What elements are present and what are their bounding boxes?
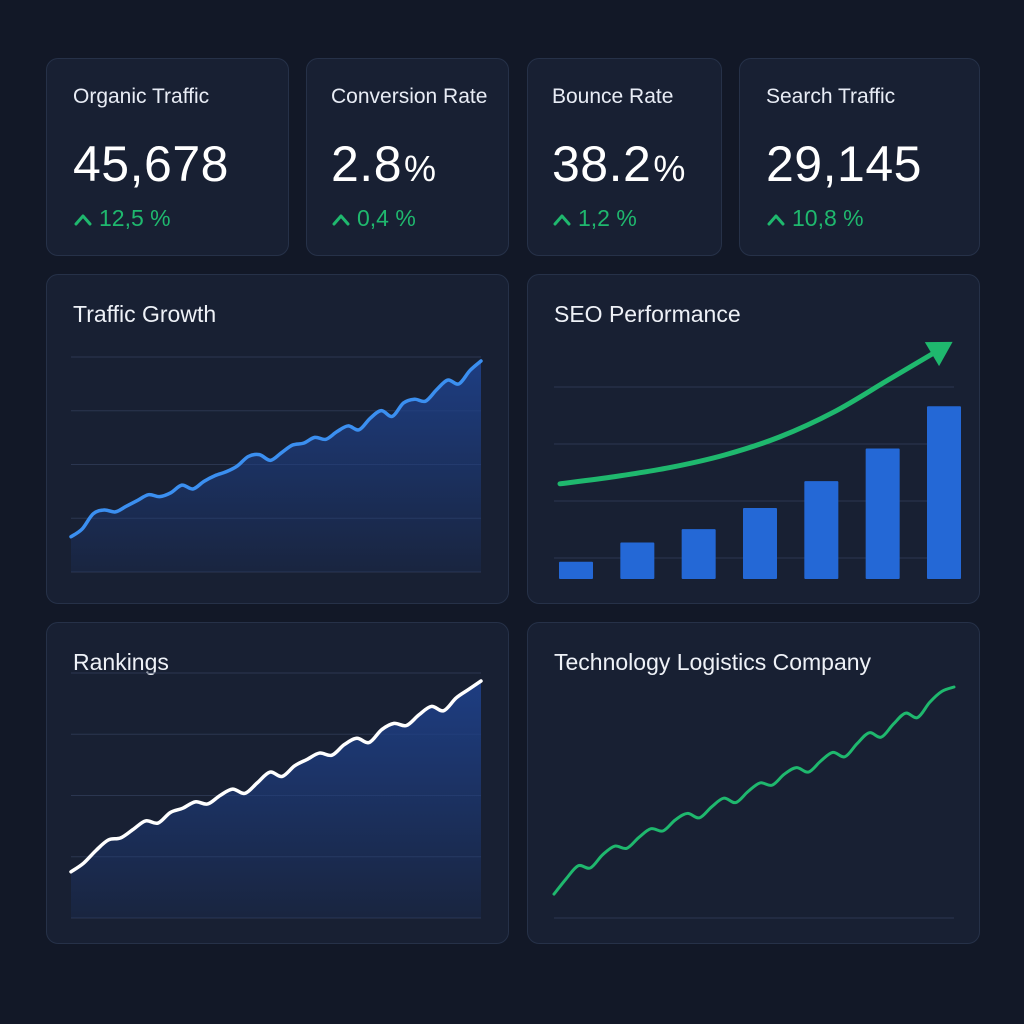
kpi-label: Conversion Rate [331, 85, 488, 108]
bar [743, 507, 777, 579]
kpi-card-bounce-rate[interactable]: Bounce Rate 38.2% 1,2 % [527, 58, 722, 256]
kpi-value: 38.2% [552, 136, 686, 192]
area-fill [71, 361, 481, 572]
arrow-up-icon [332, 214, 350, 225]
kpi-card-conversion-rate[interactable]: Conversion Rate 2.8% 0,4 % [306, 58, 509, 256]
kpi-card-organic-traffic[interactable]: Organic Traffic 45,678 12,5 % [46, 58, 289, 256]
kpi-label: Bounce Rate [552, 85, 674, 108]
arrow-up-icon [74, 214, 92, 225]
seo-performance-chart [554, 341, 961, 579]
kpi-value: 2.8% [331, 136, 437, 192]
series-line [552, 685, 956, 896]
chart-card-rankings[interactable]: Rankings [46, 622, 509, 944]
kpi-label: Search Traffic [766, 85, 896, 108]
arrow-up-icon [553, 214, 571, 225]
traffic-growth-chart [69, 356, 483, 573]
chart-title: Traffic Growth [73, 301, 217, 327]
chart-title: SEO Performance [554, 301, 741, 327]
area-fill [71, 681, 481, 918]
chart-card-technology-logistics[interactable]: Technology Logistics Company [527, 622, 980, 944]
kpi-delta: 10,8 % [766, 205, 864, 232]
kpi-delta-value: 0,4 % [357, 205, 416, 231]
series-line [69, 359, 483, 539]
bar [620, 542, 655, 579]
kpi-label: Organic Traffic [73, 85, 210, 108]
trend-arrow-line [557, 344, 947, 487]
bar [865, 448, 900, 579]
arrow-up-icon [767, 214, 785, 225]
kpi-delta: 0,4 % [331, 205, 416, 232]
kpi-value: 45,678 [73, 136, 229, 192]
kpi-delta: 12,5 % [73, 205, 171, 232]
bar [927, 406, 961, 579]
chart-card-traffic-growth[interactable]: Traffic Growth [46, 274, 509, 604]
kpi-delta-value: 12,5 % [99, 205, 171, 231]
series-line [69, 679, 483, 874]
technology-logistics-chart [552, 685, 956, 919]
chart-title: Technology Logistics Company [554, 649, 872, 675]
trend-arrow-head [924, 341, 953, 367]
bar [804, 481, 839, 579]
bar [559, 561, 593, 579]
chart-title: Rankings [73, 649, 169, 675]
kpi-value: 29,145 [766, 136, 922, 192]
kpi-delta: 1,2 % [552, 205, 637, 232]
rankings-chart [69, 672, 483, 919]
bar [681, 529, 716, 579]
kpi-delta-value: 10,8 % [792, 205, 864, 231]
chart-card-seo-performance[interactable]: SEO Performance [527, 274, 980, 604]
kpi-delta-value: 1,2 % [578, 205, 637, 231]
kpi-card-search-traffic[interactable]: Search Traffic 29,145 10,8 % [739, 58, 980, 256]
